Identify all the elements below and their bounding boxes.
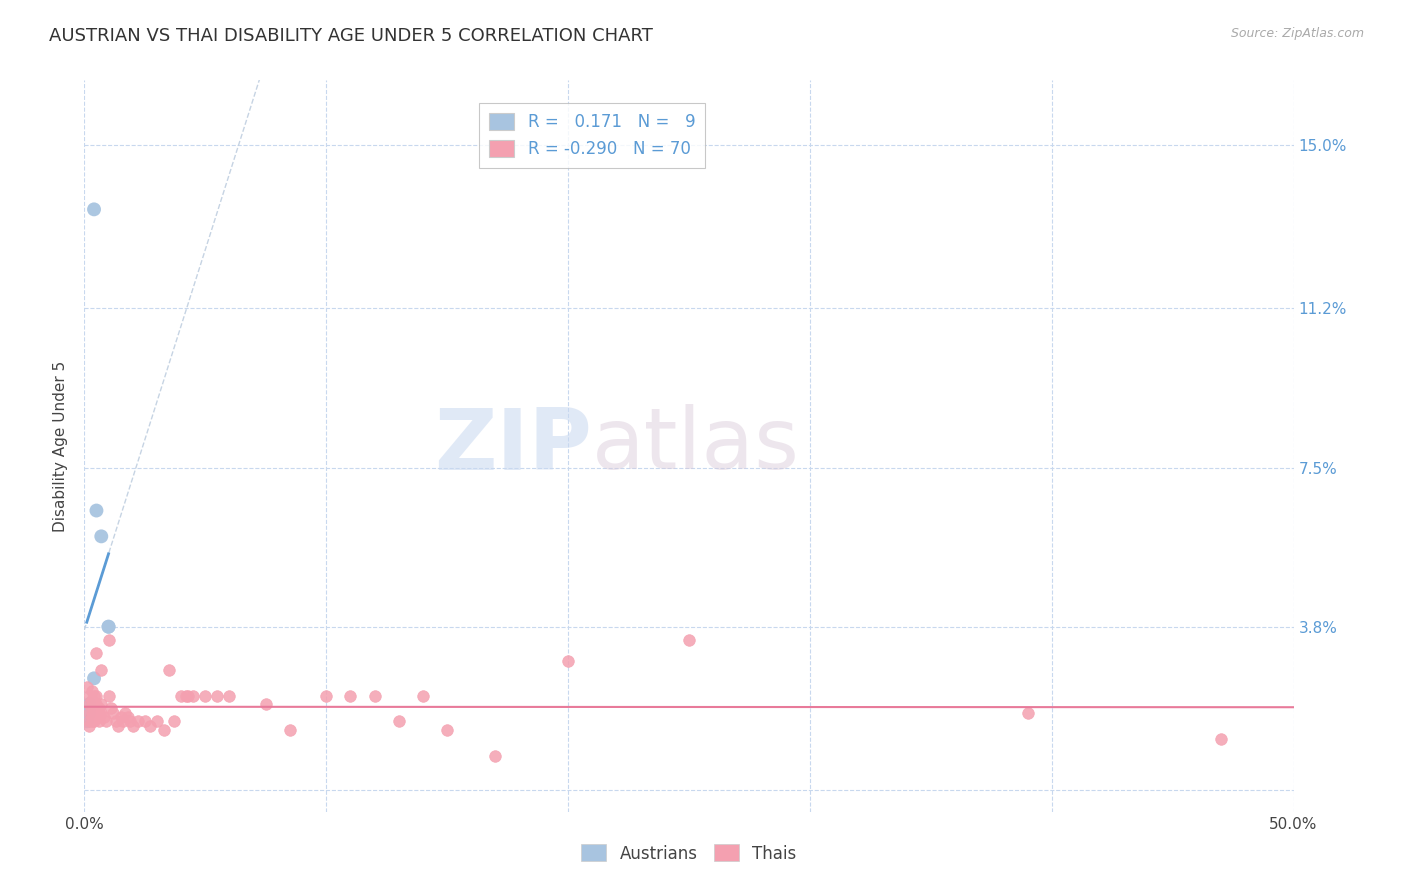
Point: [177, 689, 200, 703]
Point: [77, 689, 100, 703]
Point: [86, 646, 108, 660]
Point: [97, 620, 120, 634]
Point: [278, 723, 301, 737]
Text: Source: ZipAtlas.com: Source: ZipAtlas.com: [1230, 27, 1364, 40]
Point: [557, 654, 579, 668]
Point: [77, 719, 100, 733]
Text: ZIP: ZIP: [434, 404, 592, 488]
Point: [83, 714, 105, 729]
Point: [127, 714, 149, 729]
Point: [80, 697, 103, 711]
Point: [93, 710, 115, 724]
Point: [77, 697, 100, 711]
Point: [170, 689, 193, 703]
Point: [254, 697, 277, 711]
Point: [412, 689, 434, 703]
Point: [83, 689, 105, 703]
Point: [86, 697, 108, 711]
Point: [80, 714, 103, 729]
Point: [1017, 706, 1039, 720]
Point: [97, 632, 120, 647]
Point: [77, 706, 100, 720]
Point: [138, 719, 160, 733]
Point: [181, 689, 204, 703]
Point: [436, 723, 458, 737]
Point: [83, 202, 105, 217]
Point: [678, 632, 700, 647]
Point: [194, 689, 217, 703]
Point: [207, 689, 229, 703]
Point: [134, 714, 156, 729]
Point: [107, 719, 129, 733]
Point: [218, 689, 240, 703]
Point: [1209, 731, 1232, 746]
Point: [90, 706, 112, 720]
Point: [112, 714, 135, 729]
Point: [83, 710, 105, 724]
Point: [103, 706, 125, 720]
Point: [83, 706, 105, 720]
Point: [80, 684, 103, 698]
Point: [100, 701, 122, 715]
Point: [388, 714, 411, 729]
Point: [86, 503, 108, 517]
Point: [77, 714, 100, 729]
Point: [97, 689, 120, 703]
Point: [363, 689, 385, 703]
Point: [114, 706, 136, 720]
Point: [117, 710, 139, 724]
Point: [87, 701, 110, 715]
Point: [87, 714, 110, 729]
Point: [121, 719, 143, 733]
Point: [146, 714, 169, 729]
Text: atlas: atlas: [592, 404, 800, 488]
Point: [76, 680, 98, 694]
Point: [157, 663, 180, 677]
Y-axis label: Disability Age Under 5: Disability Age Under 5: [53, 360, 69, 532]
Point: [120, 714, 142, 729]
Point: [90, 529, 112, 543]
Legend: Austrians, Thais: Austrians, Thais: [575, 838, 803, 869]
Point: [339, 689, 361, 703]
Point: [87, 710, 110, 724]
Text: AUSTRIAN VS THAI DISABILITY AGE UNDER 5 CORRELATION CHART: AUSTRIAN VS THAI DISABILITY AGE UNDER 5 …: [49, 27, 652, 45]
Point: [90, 697, 112, 711]
Point: [90, 663, 112, 677]
Point: [484, 748, 506, 763]
Point: [87, 706, 110, 720]
Point: [153, 723, 176, 737]
Point: [76, 714, 98, 729]
Point: [83, 697, 105, 711]
Point: [80, 693, 103, 707]
Point: [86, 701, 108, 715]
Point: [315, 689, 337, 703]
Point: [77, 706, 100, 720]
Point: [83, 671, 105, 685]
Point: [97, 620, 120, 634]
Point: [104, 714, 127, 729]
Point: [110, 710, 132, 724]
Point: [94, 714, 117, 729]
Point: [80, 706, 103, 720]
Point: [80, 710, 103, 724]
Point: [77, 697, 100, 711]
Point: [174, 689, 197, 703]
Point: [86, 689, 108, 703]
Point: [163, 714, 186, 729]
Point: [86, 706, 108, 720]
